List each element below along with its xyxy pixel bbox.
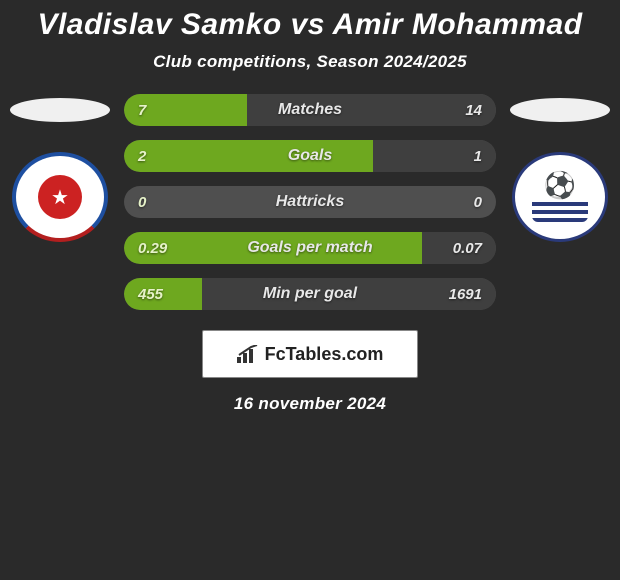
stat-left-value: 0.29 [138, 240, 167, 257]
stat-left-value: 7 [138, 102, 146, 119]
stat-left-value: 0 [138, 194, 146, 211]
page-title: Vladislav Samko vs Amir Mohammad [0, 8, 620, 42]
footer: FcTables.com 16 november 2024 [0, 330, 620, 414]
stat-label: Min per goal [263, 285, 357, 303]
stat-right-value: 1 [474, 148, 482, 165]
stat-row: 7 Matches 14 [124, 94, 496, 126]
comparison-row: ★ 7 Matches 14 2 Goals 1 0 Hattricks 0 0.29 Goals … [0, 94, 620, 310]
right-flag [510, 98, 610, 122]
ball-icon: ⚽ [544, 172, 576, 198]
stats-column: 7 Matches 14 2 Goals 1 0 Hattricks 0 0.29 Goals pe… [124, 94, 496, 310]
left-badge-inner: ★ [38, 175, 82, 219]
star-icon: ★ [51, 185, 69, 210]
stat-left-value: 2 [138, 148, 146, 165]
left-flag [10, 98, 110, 122]
left-player-col: ★ [6, 94, 114, 242]
stat-left-value: 455 [138, 286, 163, 303]
chart-icon [237, 345, 259, 363]
right-club-badge: ⚽ [512, 152, 608, 242]
stat-right-value: 0 [474, 194, 482, 211]
stat-fill-left [124, 278, 202, 310]
stat-row: 455 Min per goal 1691 [124, 278, 496, 310]
stat-right-value: 0.07 [453, 240, 482, 257]
stat-label: Matches [278, 101, 342, 119]
fctables-logo[interactable]: FcTables.com [202, 330, 418, 378]
waves-icon [532, 200, 588, 222]
stat-label: Goals [288, 147, 332, 165]
stat-fill-left [124, 140, 373, 172]
right-badge-inner: ⚽ [528, 167, 592, 227]
stat-row: 2 Goals 1 [124, 140, 496, 172]
stat-label: Hattricks [276, 193, 344, 211]
right-player-col: ⚽ [506, 94, 614, 242]
logo-text: FcTables.com [265, 344, 384, 365]
stat-right-value: 1691 [449, 286, 482, 303]
subtitle: Club competitions, Season 2024/2025 [0, 52, 620, 72]
stat-right-value: 14 [465, 102, 482, 119]
stat-row: 0 Hattricks 0 [124, 186, 496, 218]
date-text: 16 november 2024 [234, 394, 386, 414]
stat-label: Goals per match [247, 239, 372, 257]
stat-row: 0.29 Goals per match 0.07 [124, 232, 496, 264]
left-club-badge: ★ [12, 152, 108, 242]
